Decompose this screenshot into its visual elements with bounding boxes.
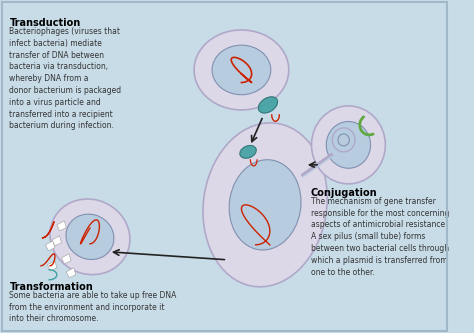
Text: Bacteriophages (viruses that
infect bacteria) mediate
transfer of DNA between
ba: Bacteriophages (viruses that infect bact… bbox=[9, 27, 122, 131]
Ellipse shape bbox=[66, 214, 114, 259]
Ellipse shape bbox=[194, 30, 289, 110]
Ellipse shape bbox=[50, 199, 130, 275]
Text: Conjugation: Conjugation bbox=[310, 188, 377, 198]
Text: The mechanism of gene transfer
responsible for the most concerning
aspects of an: The mechanism of gene transfer responsib… bbox=[310, 197, 449, 277]
Text: Some bacteria are able to take up free DNA
from the environment and incorporate : Some bacteria are able to take up free D… bbox=[9, 291, 177, 323]
Ellipse shape bbox=[311, 106, 385, 184]
Polygon shape bbox=[52, 236, 62, 246]
Polygon shape bbox=[46, 241, 55, 251]
Ellipse shape bbox=[229, 160, 301, 250]
Ellipse shape bbox=[212, 45, 271, 95]
Ellipse shape bbox=[258, 97, 278, 113]
Text: Transformation: Transformation bbox=[9, 282, 93, 292]
Ellipse shape bbox=[240, 146, 256, 158]
Ellipse shape bbox=[203, 123, 327, 287]
Text: Transduction: Transduction bbox=[9, 18, 81, 28]
Polygon shape bbox=[47, 261, 57, 271]
Polygon shape bbox=[62, 254, 71, 264]
Polygon shape bbox=[57, 221, 66, 231]
Polygon shape bbox=[66, 268, 76, 278]
Ellipse shape bbox=[326, 122, 371, 168]
